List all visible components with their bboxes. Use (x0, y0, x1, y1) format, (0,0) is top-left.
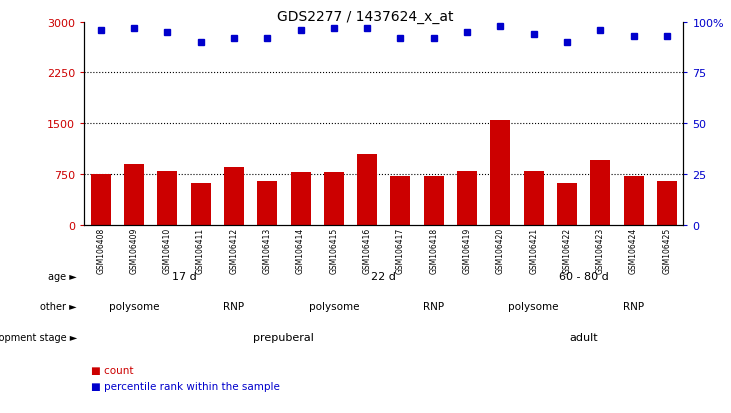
Bar (191, 183, 211, 225)
Text: GSM106409: GSM106409 (129, 227, 138, 273)
Text: GSM106421: GSM106421 (529, 227, 538, 273)
Text: polysome: polysome (109, 301, 159, 311)
Text: ■ percentile rank within the sample: ■ percentile rank within the sample (91, 381, 280, 391)
Text: GSM106419: GSM106419 (463, 227, 471, 273)
Text: polysome: polysome (308, 301, 359, 311)
Text: adult: adult (569, 332, 598, 342)
Text: polysome: polysome (508, 301, 559, 311)
Bar (624, 176, 643, 225)
Bar (590, 161, 610, 225)
Text: 22 d: 22 d (371, 271, 396, 281)
Text: other ►: other ► (40, 301, 77, 311)
Text: 17 d: 17 d (172, 271, 197, 281)
Text: GSM106417: GSM106417 (396, 227, 405, 273)
Bar (224, 168, 244, 225)
Bar (390, 176, 410, 225)
Bar (424, 176, 444, 225)
Text: GSM106411: GSM106411 (196, 227, 205, 273)
Bar (290, 173, 311, 225)
Text: RNP: RNP (623, 301, 644, 311)
Bar (657, 181, 677, 225)
Text: GSM106418: GSM106418 (429, 227, 438, 273)
Text: prepuberal: prepuberal (254, 332, 314, 342)
Text: 60 - 80 d: 60 - 80 d (558, 271, 608, 281)
Text: age ►: age ► (48, 271, 77, 281)
Bar (523, 171, 544, 225)
Text: GSM106408: GSM106408 (96, 227, 105, 273)
Bar (157, 171, 178, 225)
Bar (91, 174, 110, 225)
Text: GSM106415: GSM106415 (330, 227, 338, 273)
Text: ■ count: ■ count (91, 366, 134, 375)
Text: development stage ►: development stage ► (0, 332, 77, 342)
Text: GSM106424: GSM106424 (629, 227, 638, 273)
Bar (124, 164, 144, 225)
Bar (357, 154, 377, 225)
Text: GSM106420: GSM106420 (496, 227, 505, 273)
Text: GSM106425: GSM106425 (662, 227, 671, 273)
Text: GSM106416: GSM106416 (363, 227, 371, 273)
Text: GSM106410: GSM106410 (163, 227, 172, 273)
Text: GDS2277 / 1437624_x_at: GDS2277 / 1437624_x_at (277, 10, 454, 24)
Text: RNP: RNP (224, 301, 244, 311)
Bar (324, 173, 344, 225)
Text: GSM106423: GSM106423 (596, 227, 605, 273)
Bar (457, 171, 477, 225)
Text: GSM106422: GSM106422 (562, 227, 572, 273)
Text: GSM106414: GSM106414 (296, 227, 305, 273)
Bar (557, 183, 577, 225)
Text: RNP: RNP (423, 301, 444, 311)
Text: GSM106413: GSM106413 (262, 227, 272, 273)
Bar (257, 181, 277, 225)
Bar (491, 121, 510, 225)
Text: GSM106412: GSM106412 (230, 227, 238, 273)
